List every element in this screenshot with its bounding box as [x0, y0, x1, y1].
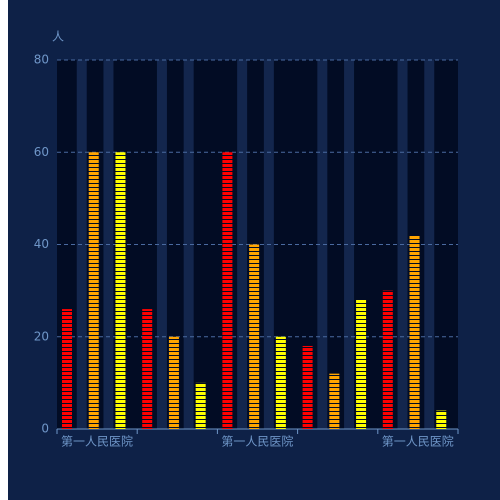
bar	[356, 299, 367, 429]
bar	[88, 152, 99, 429]
x-tick-label: 第一人民医院	[61, 435, 133, 449]
x-tick-label: 第一人民医院	[221, 435, 293, 449]
bar	[275, 336, 286, 429]
y-tick-label: 80	[34, 53, 49, 67]
bar	[195, 382, 206, 429]
x-tick-label: 第一人民医院	[382, 435, 454, 449]
bar	[115, 152, 126, 429]
edge	[0, 0, 8, 500]
y-tick-label: 0	[41, 422, 49, 436]
bar	[168, 336, 179, 429]
bar	[302, 345, 313, 429]
bar	[249, 244, 260, 429]
y-tick-label: 60	[34, 145, 49, 159]
bar	[222, 152, 233, 429]
background-stripe	[156, 60, 167, 429]
background-stripe	[317, 60, 328, 429]
bar	[409, 235, 420, 429]
background-stripe	[344, 60, 355, 429]
bar	[329, 373, 340, 429]
bar	[382, 290, 393, 429]
y-tick-label: 20	[34, 329, 49, 343]
y-tick-label: 40	[34, 237, 49, 251]
bar	[142, 309, 153, 429]
bar	[62, 309, 72, 429]
bar	[436, 410, 447, 429]
background-stripe	[183, 60, 194, 429]
y-axis-label: 人	[52, 30, 64, 44]
